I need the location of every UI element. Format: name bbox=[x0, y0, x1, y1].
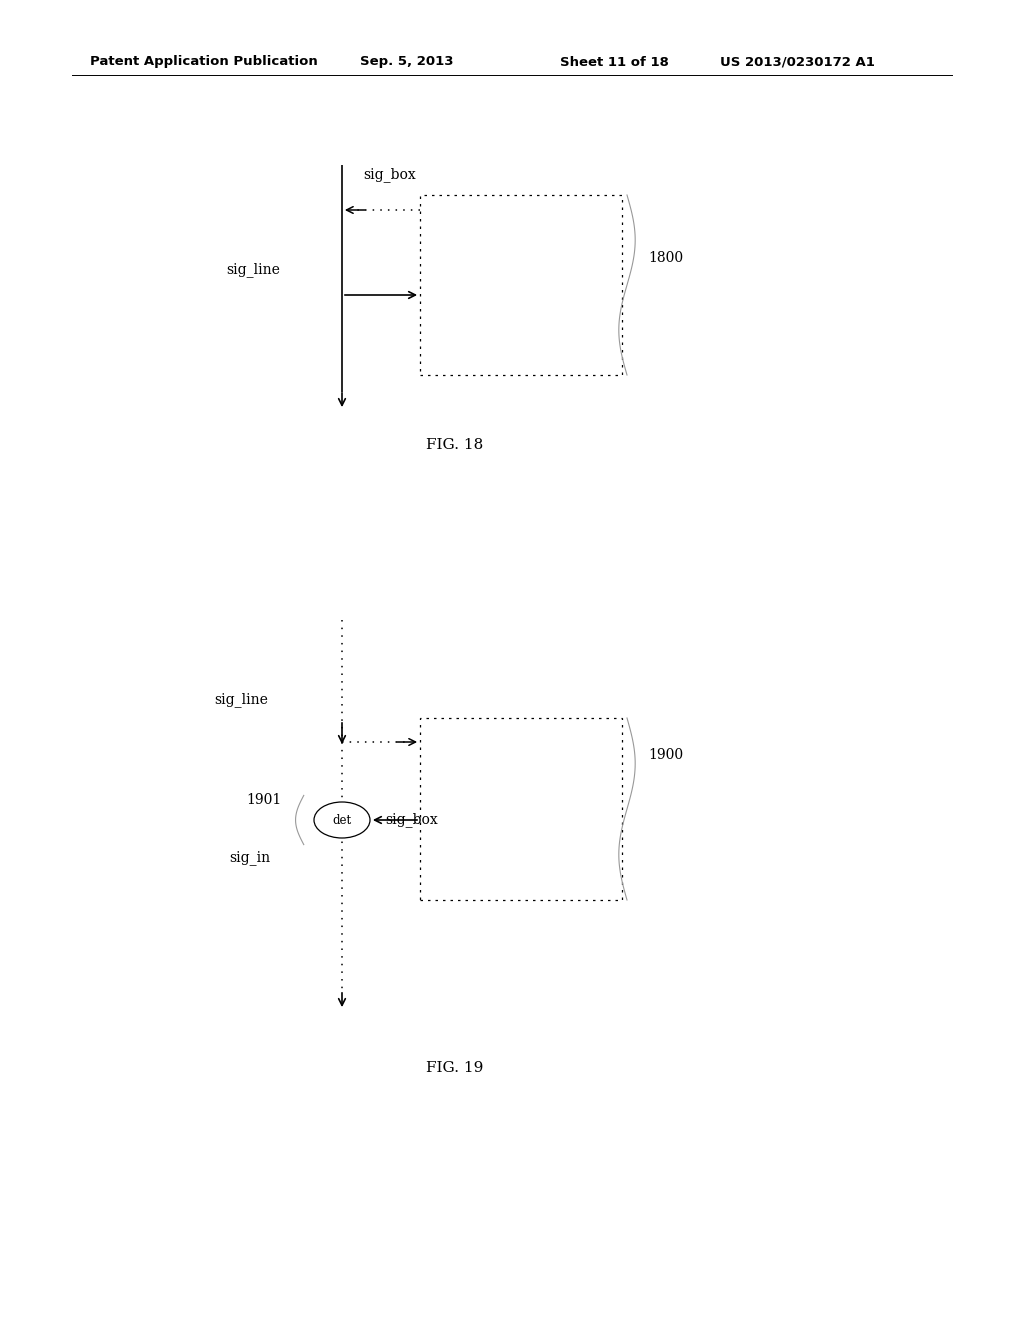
Text: 1901: 1901 bbox=[247, 793, 282, 807]
Text: FIG. 18: FIG. 18 bbox=[426, 438, 483, 451]
Text: sig_box: sig_box bbox=[385, 813, 437, 828]
Bar bbox=[420, 195, 622, 375]
Text: sig_in: sig_in bbox=[229, 850, 270, 866]
Text: Patent Application Publication: Patent Application Publication bbox=[90, 55, 317, 69]
Bar bbox=[420, 718, 622, 900]
Text: FIG. 19: FIG. 19 bbox=[426, 1061, 483, 1074]
Text: sig_box: sig_box bbox=[364, 168, 417, 182]
Text: sig_line: sig_line bbox=[214, 693, 268, 708]
Text: US 2013/0230172 A1: US 2013/0230172 A1 bbox=[720, 55, 874, 69]
Text: 1900: 1900 bbox=[648, 748, 683, 762]
Text: sig_line: sig_line bbox=[226, 263, 280, 277]
Ellipse shape bbox=[314, 803, 370, 838]
Text: det: det bbox=[333, 813, 351, 826]
Text: Sheet 11 of 18: Sheet 11 of 18 bbox=[560, 55, 669, 69]
Text: 1800: 1800 bbox=[648, 251, 683, 265]
Text: Sep. 5, 2013: Sep. 5, 2013 bbox=[360, 55, 454, 69]
